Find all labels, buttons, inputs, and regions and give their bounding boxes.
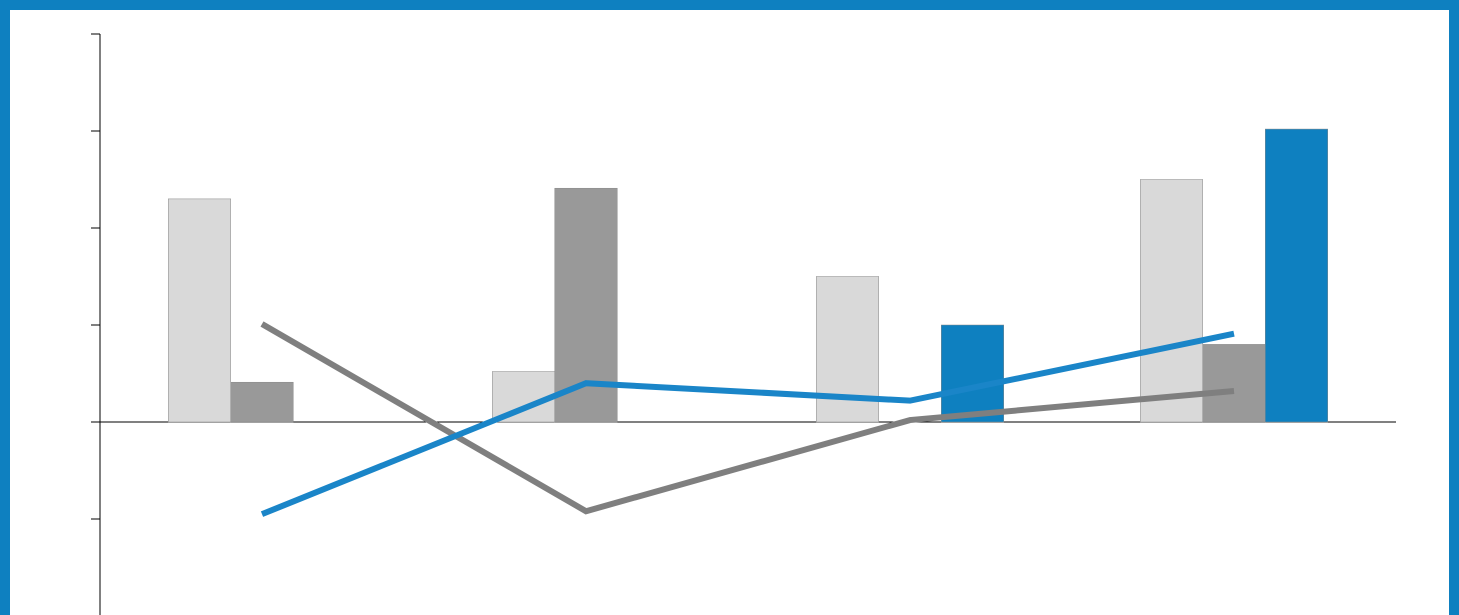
chart <box>10 10 1449 615</box>
bar <box>1265 128 1328 423</box>
bar <box>168 198 231 423</box>
line <box>260 330 1235 517</box>
bar <box>1140 179 1203 423</box>
bar <box>492 371 555 423</box>
bar <box>230 381 294 423</box>
bar <box>941 324 1004 423</box>
line <box>260 321 1235 515</box>
bar <box>1202 344 1266 423</box>
